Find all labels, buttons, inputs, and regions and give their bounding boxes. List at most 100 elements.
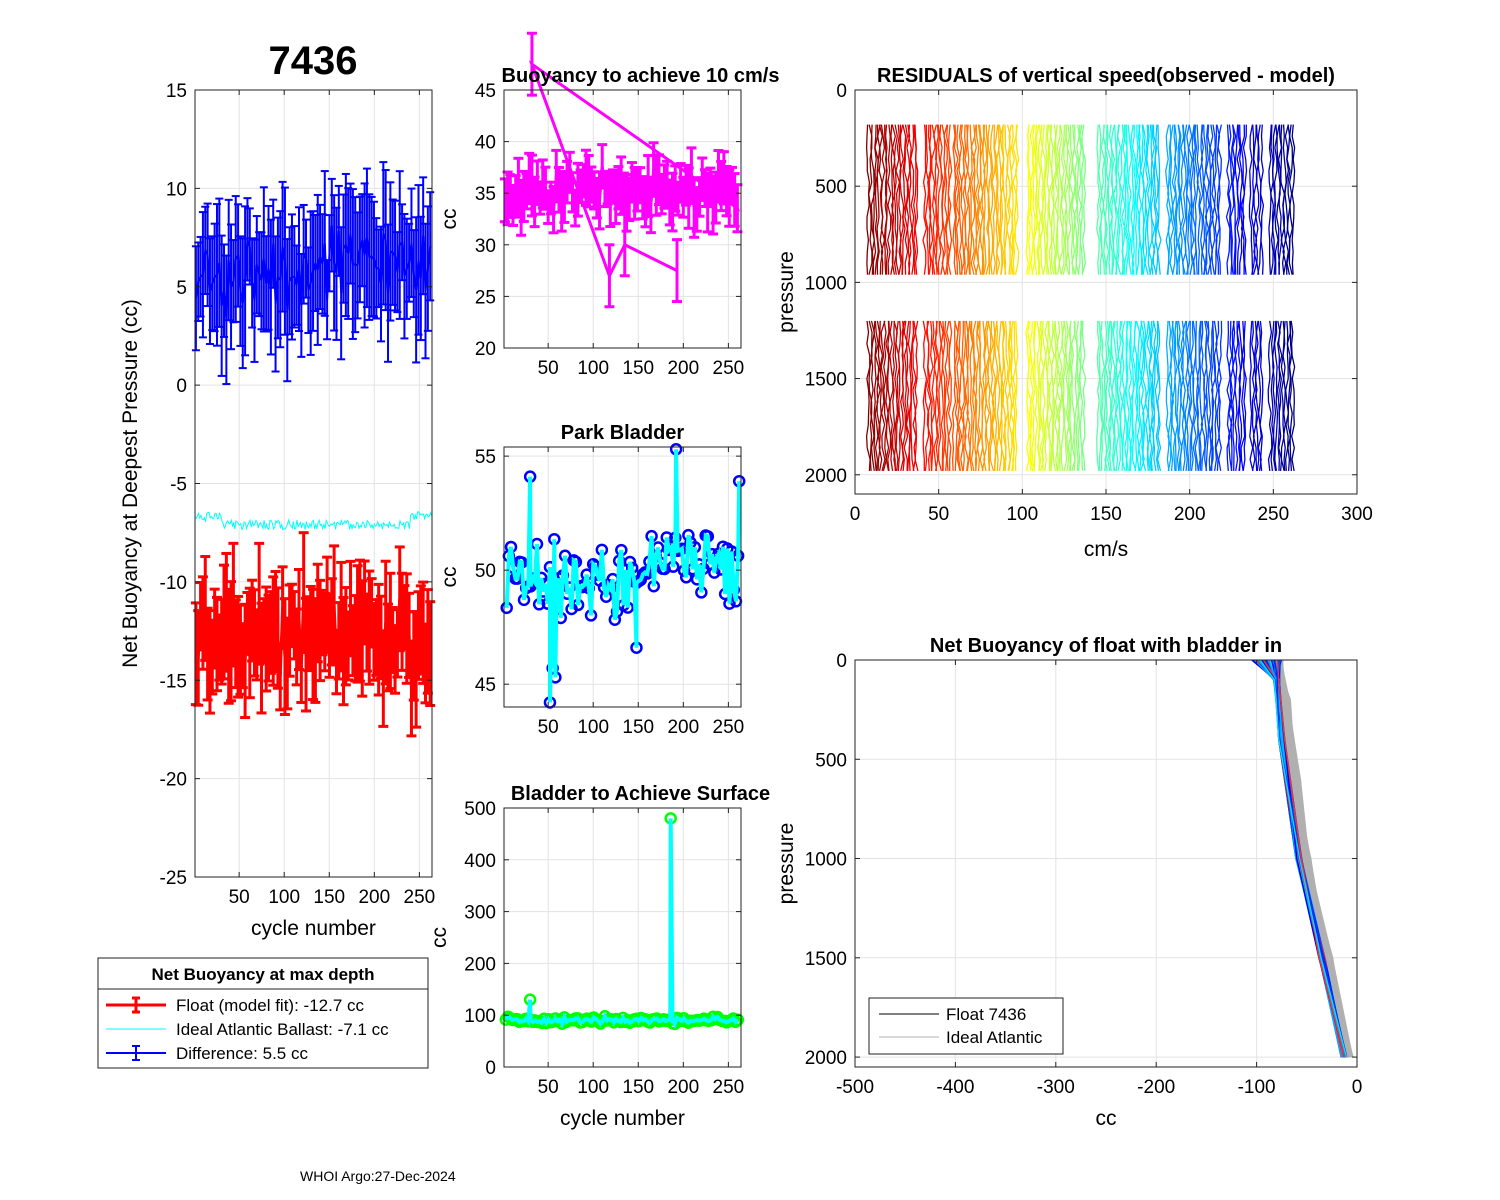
residual-profile <box>955 124 961 275</box>
residual-profile <box>1173 124 1178 275</box>
residual-profile <box>1248 124 1254 275</box>
residual-profile <box>1048 124 1053 275</box>
x-tick-label: -400 <box>936 1077 974 1098</box>
y-tick-label: 0 <box>836 651 847 672</box>
residual-profile <box>1273 320 1279 471</box>
x-axis-label: cm/s <box>1084 538 1128 561</box>
x-tick-label: 100 <box>577 717 609 738</box>
residual-profile <box>1211 320 1216 471</box>
residual-profile <box>1184 320 1189 471</box>
residual-profile <box>1140 320 1145 472</box>
float-profile <box>1259 659 1348 1058</box>
residual-profile <box>997 124 1003 275</box>
x-tick-label: 0 <box>1352 1077 1363 1098</box>
y-tick-label: 10 <box>166 179 187 200</box>
residual-profile <box>1165 320 1170 471</box>
legend-label-float: Float 7436 <box>946 1005 1026 1024</box>
float-profile <box>1276 659 1346 1058</box>
y-tick-label: -20 <box>160 770 187 791</box>
residual-profile <box>1270 320 1275 471</box>
residual-profile <box>1252 320 1258 471</box>
residual-profile <box>996 320 1001 471</box>
residual-profile <box>1060 320 1066 471</box>
residual-profile <box>1125 320 1130 471</box>
residual-profile <box>1252 124 1258 275</box>
buoyancy-series <box>499 31 743 309</box>
residual-profile <box>1116 320 1122 472</box>
x-tick-label: 250 <box>1257 504 1289 525</box>
x-tick-label: 250 <box>713 358 745 379</box>
y-tick-label: 400 <box>464 851 496 872</box>
residual-profile <box>893 320 898 472</box>
residual-profile <box>981 124 986 275</box>
residual-profile <box>1043 124 1049 275</box>
residual-profile <box>1006 124 1011 275</box>
residual-profile <box>870 124 876 275</box>
y-tick-label: -5 <box>170 475 187 496</box>
data-layer <box>499 812 745 1031</box>
residual-profile <box>887 124 892 275</box>
x-tick-label: -300 <box>1037 1077 1075 1098</box>
residual-profile <box>1157 124 1162 275</box>
residual-profile <box>1278 320 1283 471</box>
residual-profile <box>1242 320 1247 471</box>
residual-profile <box>1284 124 1290 275</box>
residual-profile <box>911 320 917 472</box>
residual-profile <box>1064 320 1070 471</box>
residual-profile <box>1273 124 1279 275</box>
residual-profile <box>987 320 992 471</box>
residual-profile <box>970 320 976 472</box>
residual-profile <box>1006 320 1011 472</box>
residual-profile <box>1146 320 1152 472</box>
y-tick-label: 300 <box>464 903 496 924</box>
residual-profile <box>1128 320 1133 471</box>
residual-profile <box>970 124 976 275</box>
axes-box <box>503 446 742 708</box>
x-tick-label: 250 <box>713 1077 745 1098</box>
data-layer <box>499 31 743 309</box>
residual-profile <box>1008 320 1013 471</box>
residual-profile <box>1169 124 1175 275</box>
residual-profile <box>977 124 982 275</box>
x-tick-label: 50 <box>538 358 559 379</box>
residual-profile <box>957 320 963 471</box>
residual-profile <box>1179 320 1185 471</box>
chart-title: Bladder to Achieve Surface <box>511 783 770 805</box>
residual-profile <box>889 320 894 471</box>
residual-profile <box>964 124 969 275</box>
residual-profile <box>898 124 902 275</box>
residual-profile <box>1204 124 1210 275</box>
residual-profile <box>1050 124 1055 275</box>
residual-profile <box>1182 320 1187 472</box>
residual-profile <box>1267 320 1273 471</box>
residual-profile <box>1029 124 1034 275</box>
y-tick-label: 1000 <box>805 850 847 871</box>
profile-legend: Float 7436 Ideal Atlantic <box>868 997 1064 1055</box>
residual-profile <box>1117 124 1122 275</box>
residual-profile <box>1169 320 1175 471</box>
residual-profile <box>1154 124 1159 275</box>
profile-legend-box <box>868 997 1064 1055</box>
residual-profile <box>1029 320 1034 471</box>
y-axis-label: cc <box>438 567 461 588</box>
residual-profile <box>1004 320 1009 471</box>
residual-profile <box>935 124 940 275</box>
residual-profile <box>1068 124 1074 275</box>
residual-profile <box>1138 320 1143 471</box>
residual-profile <box>1282 124 1287 275</box>
residual-profile <box>1230 320 1235 471</box>
residual-profile <box>953 124 959 275</box>
y-tick-label: 200 <box>464 954 496 975</box>
residual-profile <box>1270 124 1275 275</box>
residual-profile <box>1188 320 1193 471</box>
residual-profile <box>943 124 948 275</box>
residual-profile <box>969 320 974 471</box>
residual-profile <box>947 124 953 275</box>
residual-profile <box>951 320 957 471</box>
residual-profile <box>1081 320 1087 471</box>
residual-profile <box>1114 124 1120 275</box>
y-tick-label: 500 <box>815 177 847 198</box>
residual-profile <box>922 320 928 471</box>
residual-profile <box>1035 124 1041 275</box>
y-tick-label: -25 <box>160 868 187 889</box>
